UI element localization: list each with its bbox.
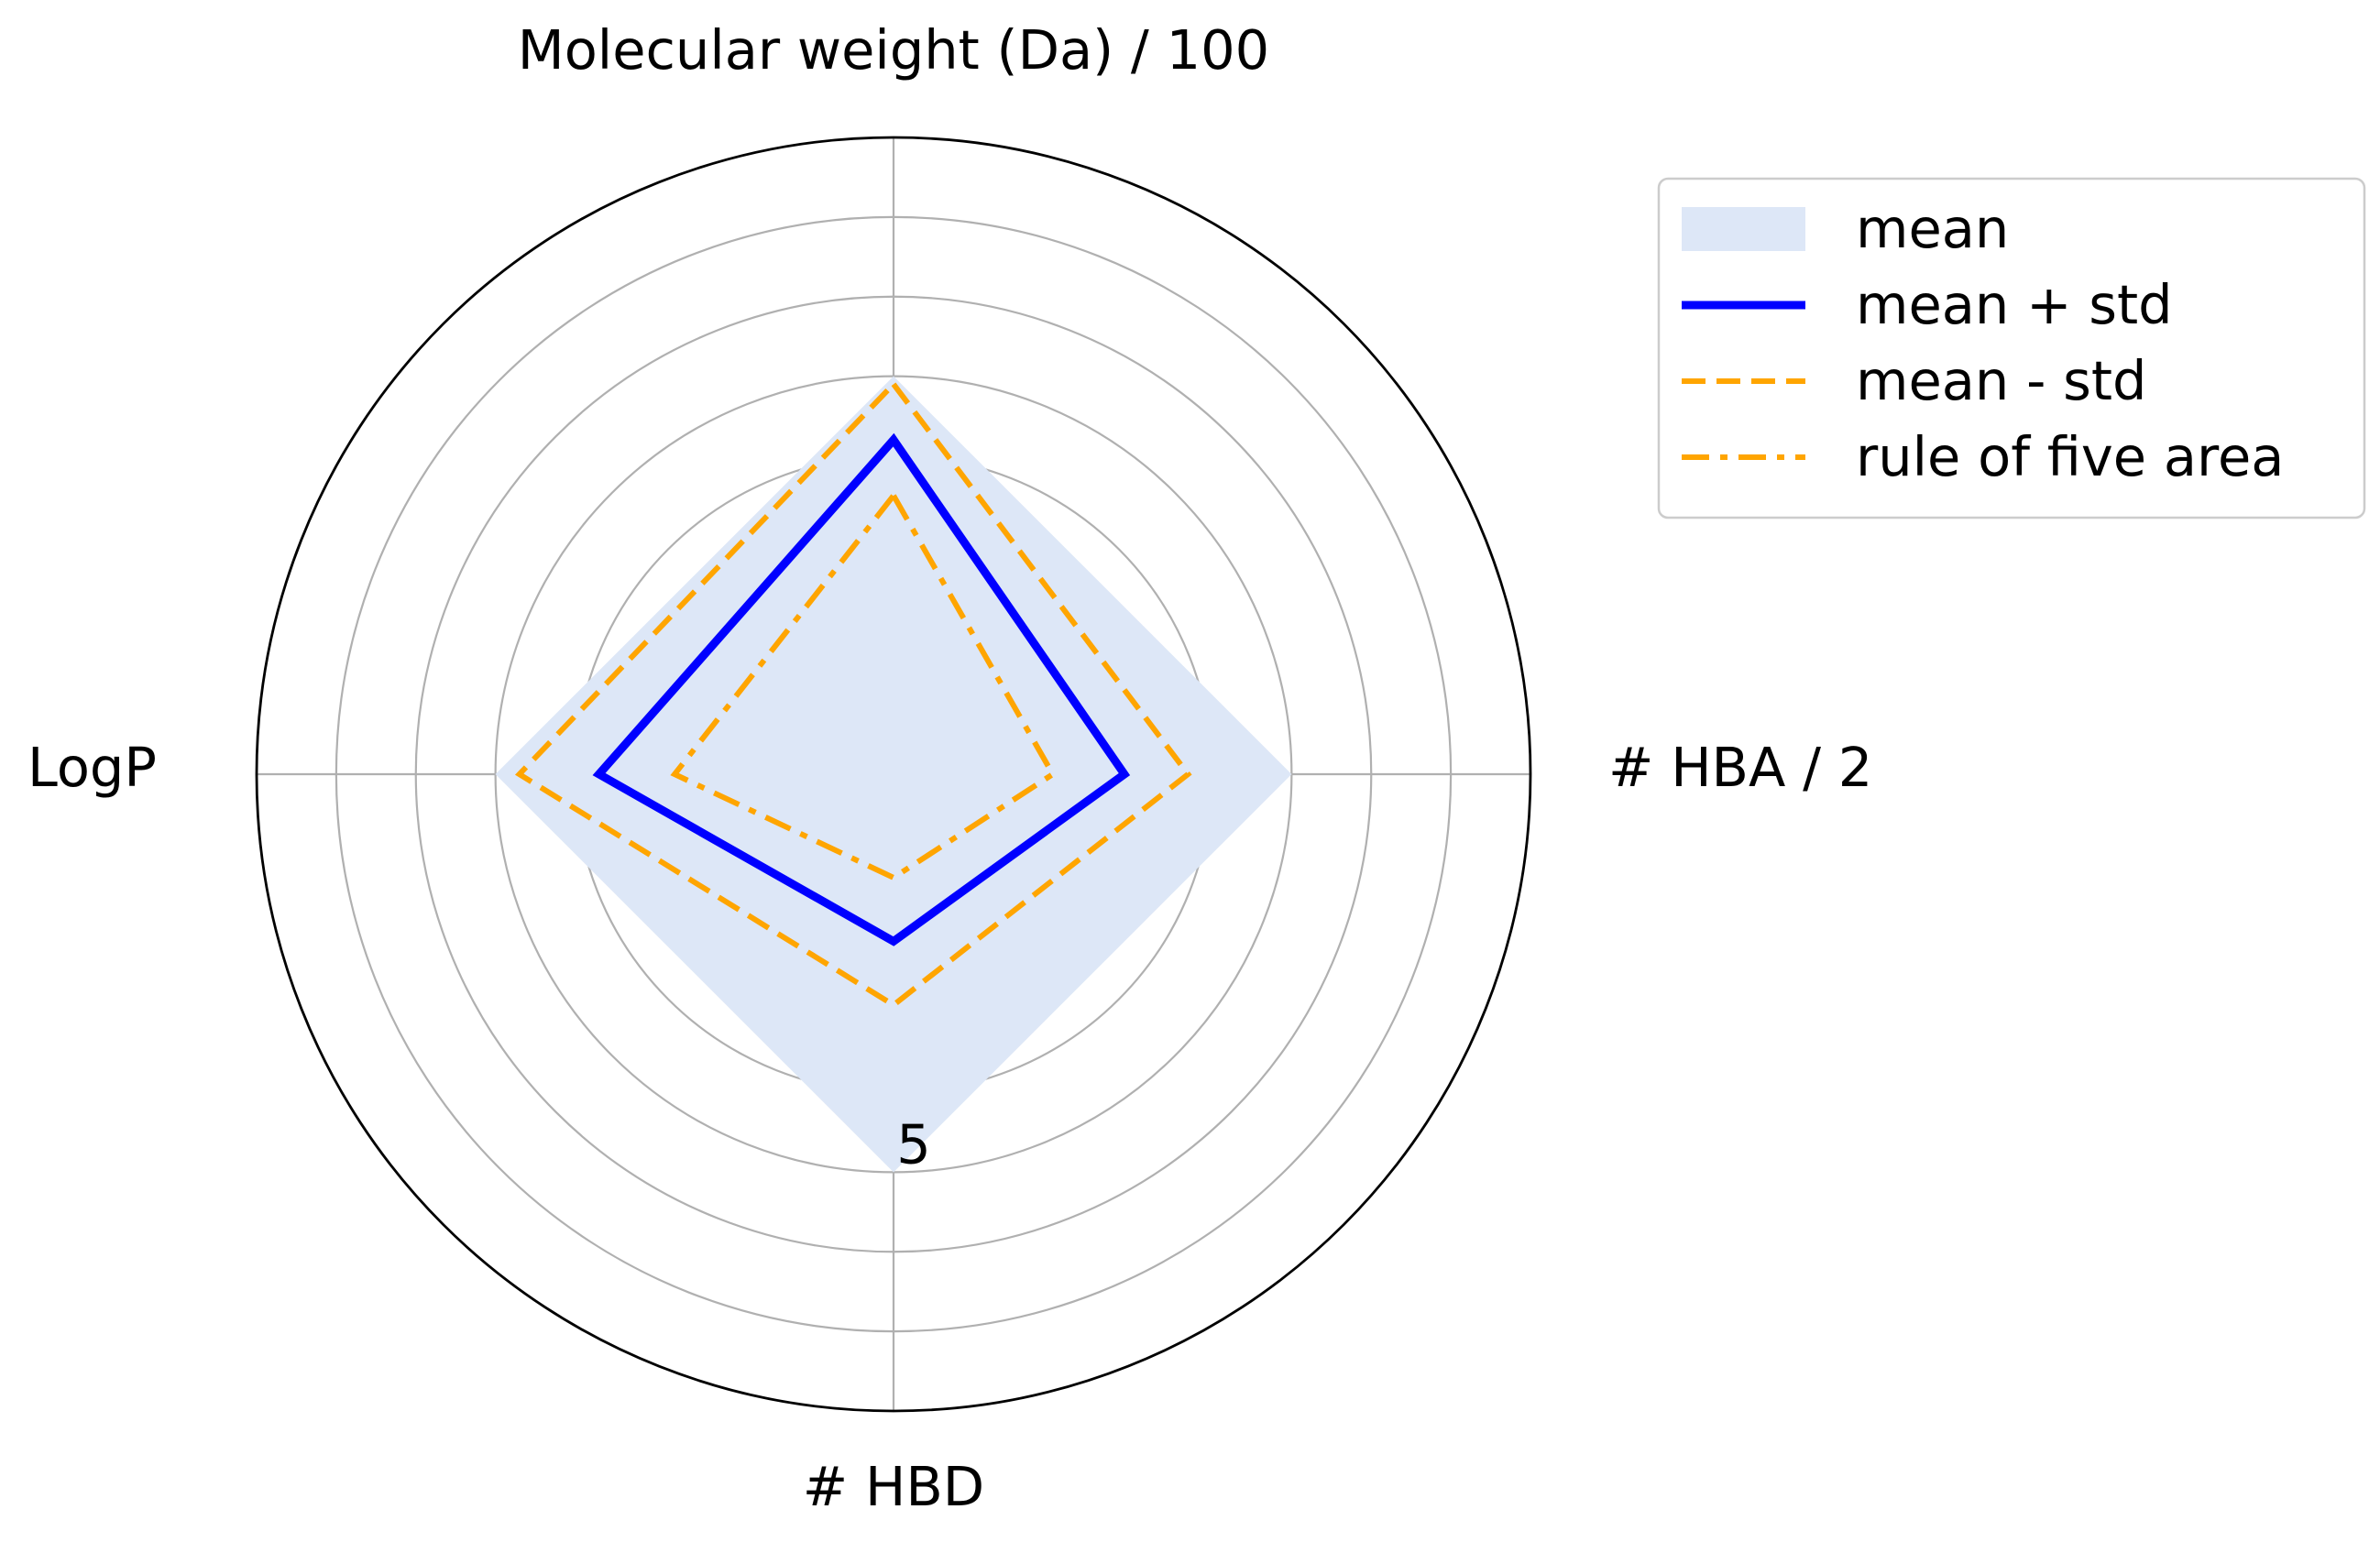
series-2-line <box>514 379 1192 1009</box>
polar-frame <box>255 136 1532 1413</box>
legend-box <box>1657 177 2366 519</box>
legend-label-0: mean <box>1856 197 2009 260</box>
radial-tick-label-5: 5 <box>896 1112 931 1176</box>
series-3-line <box>670 490 1057 881</box>
series-layer <box>255 136 1532 1413</box>
axis-label-0: Molecular weight (Da) / 100 <box>518 18 1269 82</box>
axis-label-3: LogP <box>27 736 157 799</box>
axis-label-2: # HBD <box>803 1455 984 1518</box>
labels-layer: Molecular weight (Da) / 100 # HBA / 2 # HB… <box>27 18 1872 1518</box>
legend-label-2: mean - std <box>1856 349 2146 412</box>
legend-handle-0 <box>1682 207 1805 251</box>
series-0-area <box>495 376 1292 1173</box>
legend-label-1: mean + std <box>1856 273 2173 336</box>
legend-label-3: rule of five area <box>1856 425 2284 488</box>
axis-label-1: # HBA / 2 <box>1608 736 1872 799</box>
series-1-line <box>592 432 1131 946</box>
legend: mean mean + std mean - std rule of five are… <box>1657 177 2366 519</box>
